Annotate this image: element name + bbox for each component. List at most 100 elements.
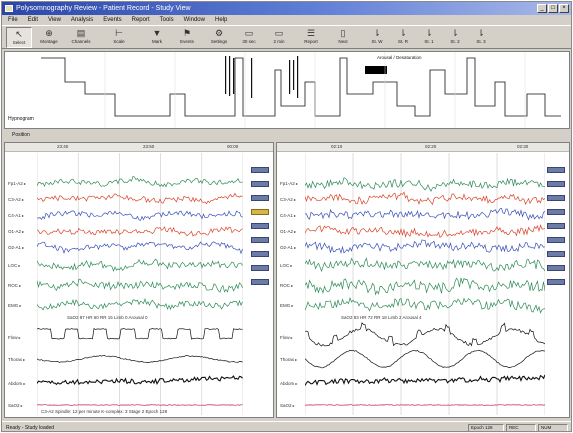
toolbar-button-label: 2 min	[273, 39, 285, 44]
channel-label[interactable]: C4-A1	[280, 213, 296, 218]
channel-label[interactable]: Flow	[8, 335, 21, 340]
channel-label[interactable]: Fp1-A2	[280, 181, 298, 186]
menu-analysis[interactable]: Analysis	[70, 17, 94, 23]
hypnogram-overview[interactable]: Hypnogram Arousal / Desaturation	[4, 51, 570, 129]
channel-trace	[305, 177, 545, 192]
toolbar-button-10[interactable]: ▯ Next	[330, 27, 356, 48]
channel-label[interactable]: Abdom	[280, 381, 297, 386]
channel-trace	[37, 226, 243, 237]
event-marker	[293, 60, 295, 90]
toolbar-button-11[interactable]: ⇂ St. W	[364, 27, 390, 48]
toolbar-button-9[interactable]: ☰ Report	[298, 27, 324, 48]
minimize-button[interactable]: _	[537, 4, 547, 13]
step-icon: ⇂	[425, 28, 433, 38]
toolbar-button-5[interactable]: ⚑ Events	[174, 27, 200, 48]
channel-label[interactable]: SaO2	[8, 403, 23, 408]
marker-icon: ▼	[152, 28, 162, 38]
toolbar-button-12[interactable]: ⇂ St. R	[390, 27, 416, 48]
channel-trace	[37, 327, 243, 340]
maximize-button[interactable]: □	[548, 4, 558, 13]
toolbar-button-6[interactable]: ⚙ Settings	[206, 27, 232, 48]
channel-scale-button[interactable]	[547, 279, 565, 285]
toolbar-button-4[interactable]: ▼ Mark	[144, 27, 170, 48]
menu-tools[interactable]: Tools	[159, 17, 174, 23]
right-time-1: 02:10	[331, 144, 343, 149]
channel-label[interactable]: Fp1-A2	[8, 181, 26, 186]
channel-scale-button[interactable]	[251, 167, 269, 173]
channel-label[interactable]: C4-A1	[8, 213, 24, 218]
right-time-3: 02:30	[517, 144, 529, 149]
channel-scale-button[interactable]	[547, 195, 565, 201]
channel-label[interactable]: Thorax	[8, 357, 25, 362]
right-time-axis: 02:10 02:20 02:30	[277, 143, 569, 152]
toolbar-button-8[interactable]: ▭ 2 min	[266, 27, 292, 48]
channel-label[interactable]: O1-A2	[8, 229, 24, 234]
channel-label[interactable]: Flow	[280, 335, 293, 340]
close-button[interactable]: ×	[559, 4, 569, 13]
channel-label[interactable]: C3-A2	[280, 197, 296, 202]
channel-label[interactable]: Abdom	[8, 381, 25, 386]
channel-trace	[305, 224, 545, 239]
channel-scale-button[interactable]	[547, 167, 565, 173]
channel-scale-button[interactable]	[251, 195, 269, 201]
channel-scale-button[interactable]	[547, 181, 565, 187]
channel-label[interactable]: ROC	[8, 283, 21, 288]
channel-scale-button[interactable]	[547, 209, 565, 215]
channel-scale-button[interactable]	[251, 209, 269, 215]
channel-label[interactable]: SaO2	[280, 403, 295, 408]
channel-trace	[305, 257, 545, 273]
channel-scale-button[interactable]	[547, 223, 565, 229]
channel-label[interactable]: LOC	[8, 263, 20, 268]
hypnogram-label: Hypnogram	[8, 116, 34, 122]
menu-view[interactable]: View	[48, 17, 61, 23]
channel-label[interactable]: C3-A2	[8, 197, 24, 202]
channel-label[interactable]: EMG	[8, 303, 21, 308]
menu-file[interactable]: File	[8, 17, 18, 23]
toolbar-button-0[interactable]: ↖ Select	[6, 27, 32, 48]
flag-icon: ⚑	[182, 28, 192, 38]
channel-label[interactable]: O2-A1	[8, 245, 24, 250]
channel-scale-button[interactable]	[547, 237, 565, 243]
toolbar-button-15[interactable]: ⇂ St. 3	[468, 27, 494, 48]
channel-scale-button[interactable]	[251, 181, 269, 187]
channel-trace	[37, 210, 243, 221]
channel-scale-button[interactable]	[251, 251, 269, 257]
toolbar-button-label: Events	[180, 39, 194, 44]
left-time-1: 23:40	[57, 144, 69, 149]
channel-label[interactable]: Thorax	[280, 357, 297, 362]
channel-scale-button[interactable]	[251, 237, 269, 243]
menu-window[interactable]: Window	[183, 17, 205, 23]
right-epoch-panel[interactable]: 02:10 02:20 02:30 SaO2 93 HR 72 RR 18 Li…	[276, 142, 570, 418]
channel-label[interactable]: EMG	[280, 303, 293, 308]
menu-edit[interactable]: Edit	[27, 17, 39, 23]
menu-events[interactable]: Events	[103, 17, 122, 23]
left-epoch-panel[interactable]: 23:40 23:50 00:00 SaO2 97 HR 60 RR 15 Li…	[4, 142, 274, 418]
channel-scale-button[interactable]	[547, 265, 565, 271]
menu-bar: File Edit View Analysis Events Report To…	[2, 15, 571, 25]
left-annotation: SaO2 97 HR 60 RR 15 Limb 0 Arousal 0	[67, 315, 148, 320]
channel-scale-button[interactable]	[251, 279, 269, 285]
toolbar-button-label: Report	[304, 39, 318, 44]
event-marker	[289, 60, 291, 94]
channel-label[interactable]: ROC	[280, 283, 293, 288]
toolbar-button-14[interactable]: ⇂ St. 2	[442, 27, 468, 48]
channel-label[interactable]: LOC	[280, 263, 292, 268]
hypnogram-chart	[41, 52, 561, 128]
current-epoch-marker[interactable]	[365, 66, 387, 74]
menu-help[interactable]: Help	[214, 17, 228, 23]
channel-scale-button[interactable]	[251, 223, 269, 229]
toolbar-button-7[interactable]: ▭ 30 sec	[236, 27, 262, 48]
toolbar-button-label: Settings	[210, 39, 228, 44]
channel-label[interactable]: O1-A2	[280, 229, 296, 234]
channel-scale-button[interactable]	[251, 265, 269, 271]
toolbar-button-1[interactable]: ⊕ Montage	[36, 27, 62, 48]
channel-scale-button[interactable]	[547, 251, 565, 257]
channel-trace	[305, 239, 545, 254]
step-icon: ⇂	[477, 28, 485, 38]
screen-icon: ▭	[244, 28, 254, 38]
toolbar-button-13[interactable]: ⇂ St. 1	[416, 27, 442, 48]
channel-label[interactable]: O2-A1	[280, 245, 296, 250]
toolbar-button-2[interactable]: ▤ Channels	[68, 27, 94, 48]
toolbar-button-3[interactable]: ⊢ Scale	[106, 27, 132, 48]
menu-report[interactable]: Report	[131, 17, 150, 23]
